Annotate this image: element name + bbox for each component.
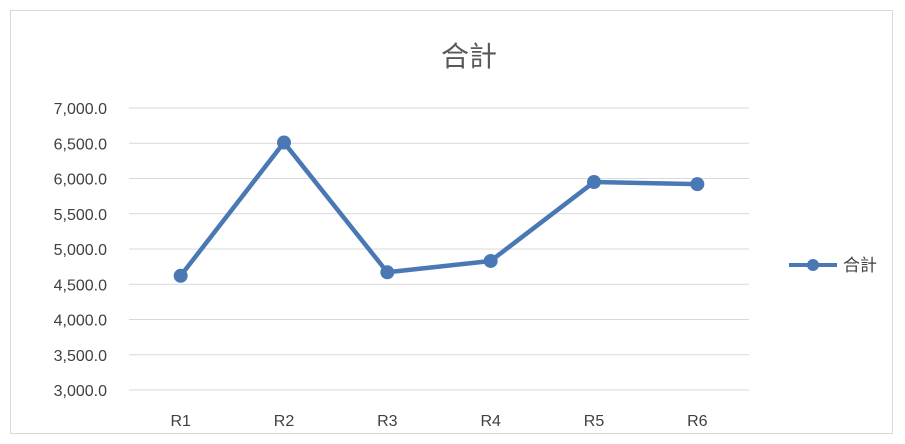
y-tick-label: 4,500.0 <box>54 277 107 294</box>
y-tick-label: 5,000.0 <box>54 242 107 259</box>
legend[interactable]: 合計 <box>789 256 877 276</box>
x-tick-label: R2 <box>274 413 295 430</box>
x-tick-label: R3 <box>377 413 398 430</box>
x-axis-labels: R1 R2 R3 R4 R5 R6 <box>170 413 707 430</box>
chart-title: 合計 <box>441 40 497 73</box>
y-tick-label: 3,000.0 <box>54 383 107 400</box>
x-tick-label: R5 <box>584 413 605 430</box>
chart-container: 合計 3,000.0 3,500.0 4,000.0 4,500.0 5,000.0 5,… <box>10 10 893 434</box>
y-tick-label: 3,500.0 <box>54 348 107 365</box>
y-axis-labels: 3,000.0 3,500.0 4,000.0 4,500.0 5,000.0 5,500… <box>54 101 107 400</box>
y-tick-label: 7,000.0 <box>54 101 107 118</box>
y-tick-label: 6,500.0 <box>54 136 107 153</box>
y-tick-label: 5,500.0 <box>54 207 107 224</box>
data-point[interactable] <box>484 254 498 268</box>
data-point[interactable] <box>277 136 291 150</box>
data-point[interactable] <box>174 269 188 283</box>
x-tick-label: R1 <box>170 413 191 430</box>
legend-dot-marker <box>807 259 819 271</box>
gridlines <box>129 108 749 390</box>
x-tick-label: R6 <box>687 413 708 430</box>
data-point[interactable] <box>380 265 394 279</box>
series-layer <box>174 136 705 283</box>
legend-label: 合計 <box>843 256 877 276</box>
y-tick-label: 4,000.0 <box>54 313 107 330</box>
series-line <box>181 143 698 276</box>
line-chart: 合計 3,000.0 3,500.0 4,000.0 4,500.0 5,000.0 5,… <box>11 11 894 435</box>
x-tick-label: R4 <box>480 413 501 430</box>
data-point[interactable] <box>690 177 704 191</box>
y-tick-label: 6,000.0 <box>54 172 107 189</box>
data-point[interactable] <box>587 175 601 189</box>
